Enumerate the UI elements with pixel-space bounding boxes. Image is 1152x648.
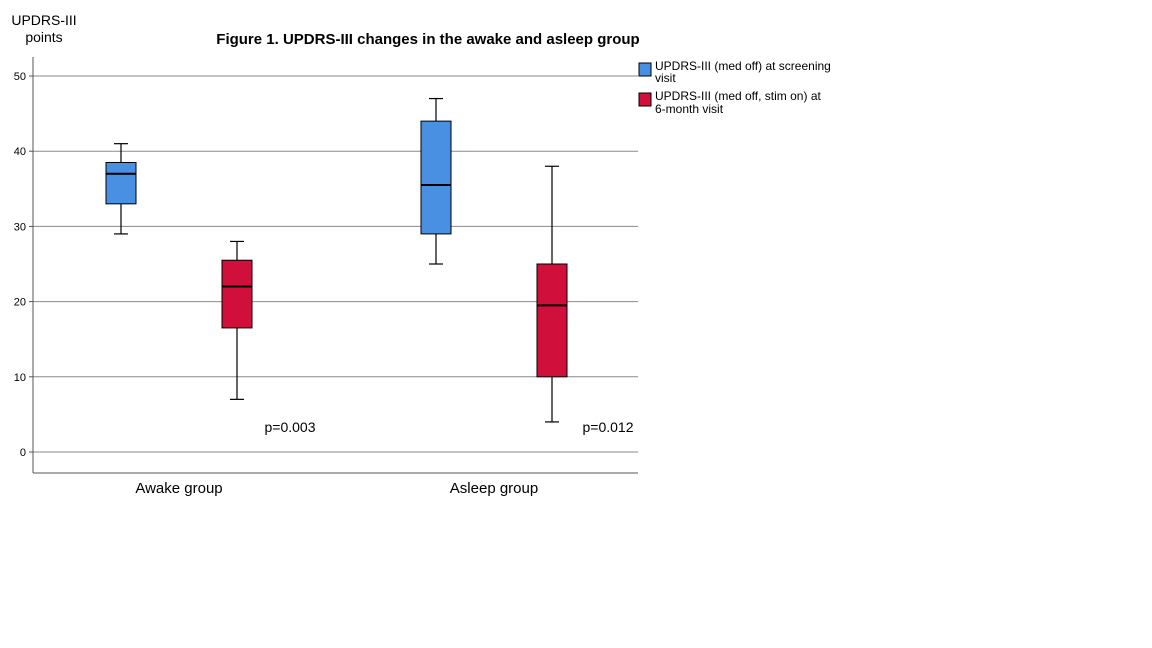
box-screening-awake (105, 143, 137, 235)
legend: UPDRS-III (med off) at screening visit U… (638, 59, 831, 116)
x-category-label: Asleep group (450, 480, 538, 497)
legend-swatch-6month (638, 92, 652, 107)
box-6month-asleep (536, 165, 568, 423)
y-tick-label: 50 (14, 71, 26, 83)
y-tick-label: 0 (20, 447, 26, 459)
y-axis-label-line1: UPDRS-III (11, 12, 76, 28)
legend-swatch-screening (638, 62, 652, 77)
box-screening-asleep (420, 97, 452, 265)
legend-label-screening-line2: visit (655, 71, 676, 85)
y-tick-label: 40 (14, 146, 26, 158)
gridlines (33, 75, 638, 453)
y-tick-label: 10 (14, 372, 26, 384)
x-category-label: Awake group (135, 480, 222, 497)
y-tick-label: 20 (14, 297, 26, 309)
x-category-labels: Awake group Asleep group (135, 480, 538, 497)
p-value-asleep: p=0.012 (583, 419, 634, 435)
box-series (105, 97, 568, 423)
iqr-box (536, 263, 568, 378)
legend-label-6month-line2: 6-month visit (655, 102, 724, 116)
y-axis-label-line2: points (25, 29, 62, 45)
y-tick-label: 30 (14, 221, 26, 233)
p-value-awake: p=0.003 (265, 419, 316, 435)
chart-title: Figure 1. UPDRS-III changes in the awake… (216, 31, 639, 48)
legend-label-6month-line1: UPDRS-III (med off, stim on) at (655, 89, 821, 103)
iqr-box (221, 259, 253, 329)
y-tick-labels: 0 10 20 30 40 50 (14, 71, 33, 459)
legend-label-screening-line1: UPDRS-III (med off) at screening (655, 59, 831, 73)
box-6month-awake (221, 240, 253, 400)
iqr-box (420, 120, 452, 235)
iqr-box (105, 161, 137, 205)
